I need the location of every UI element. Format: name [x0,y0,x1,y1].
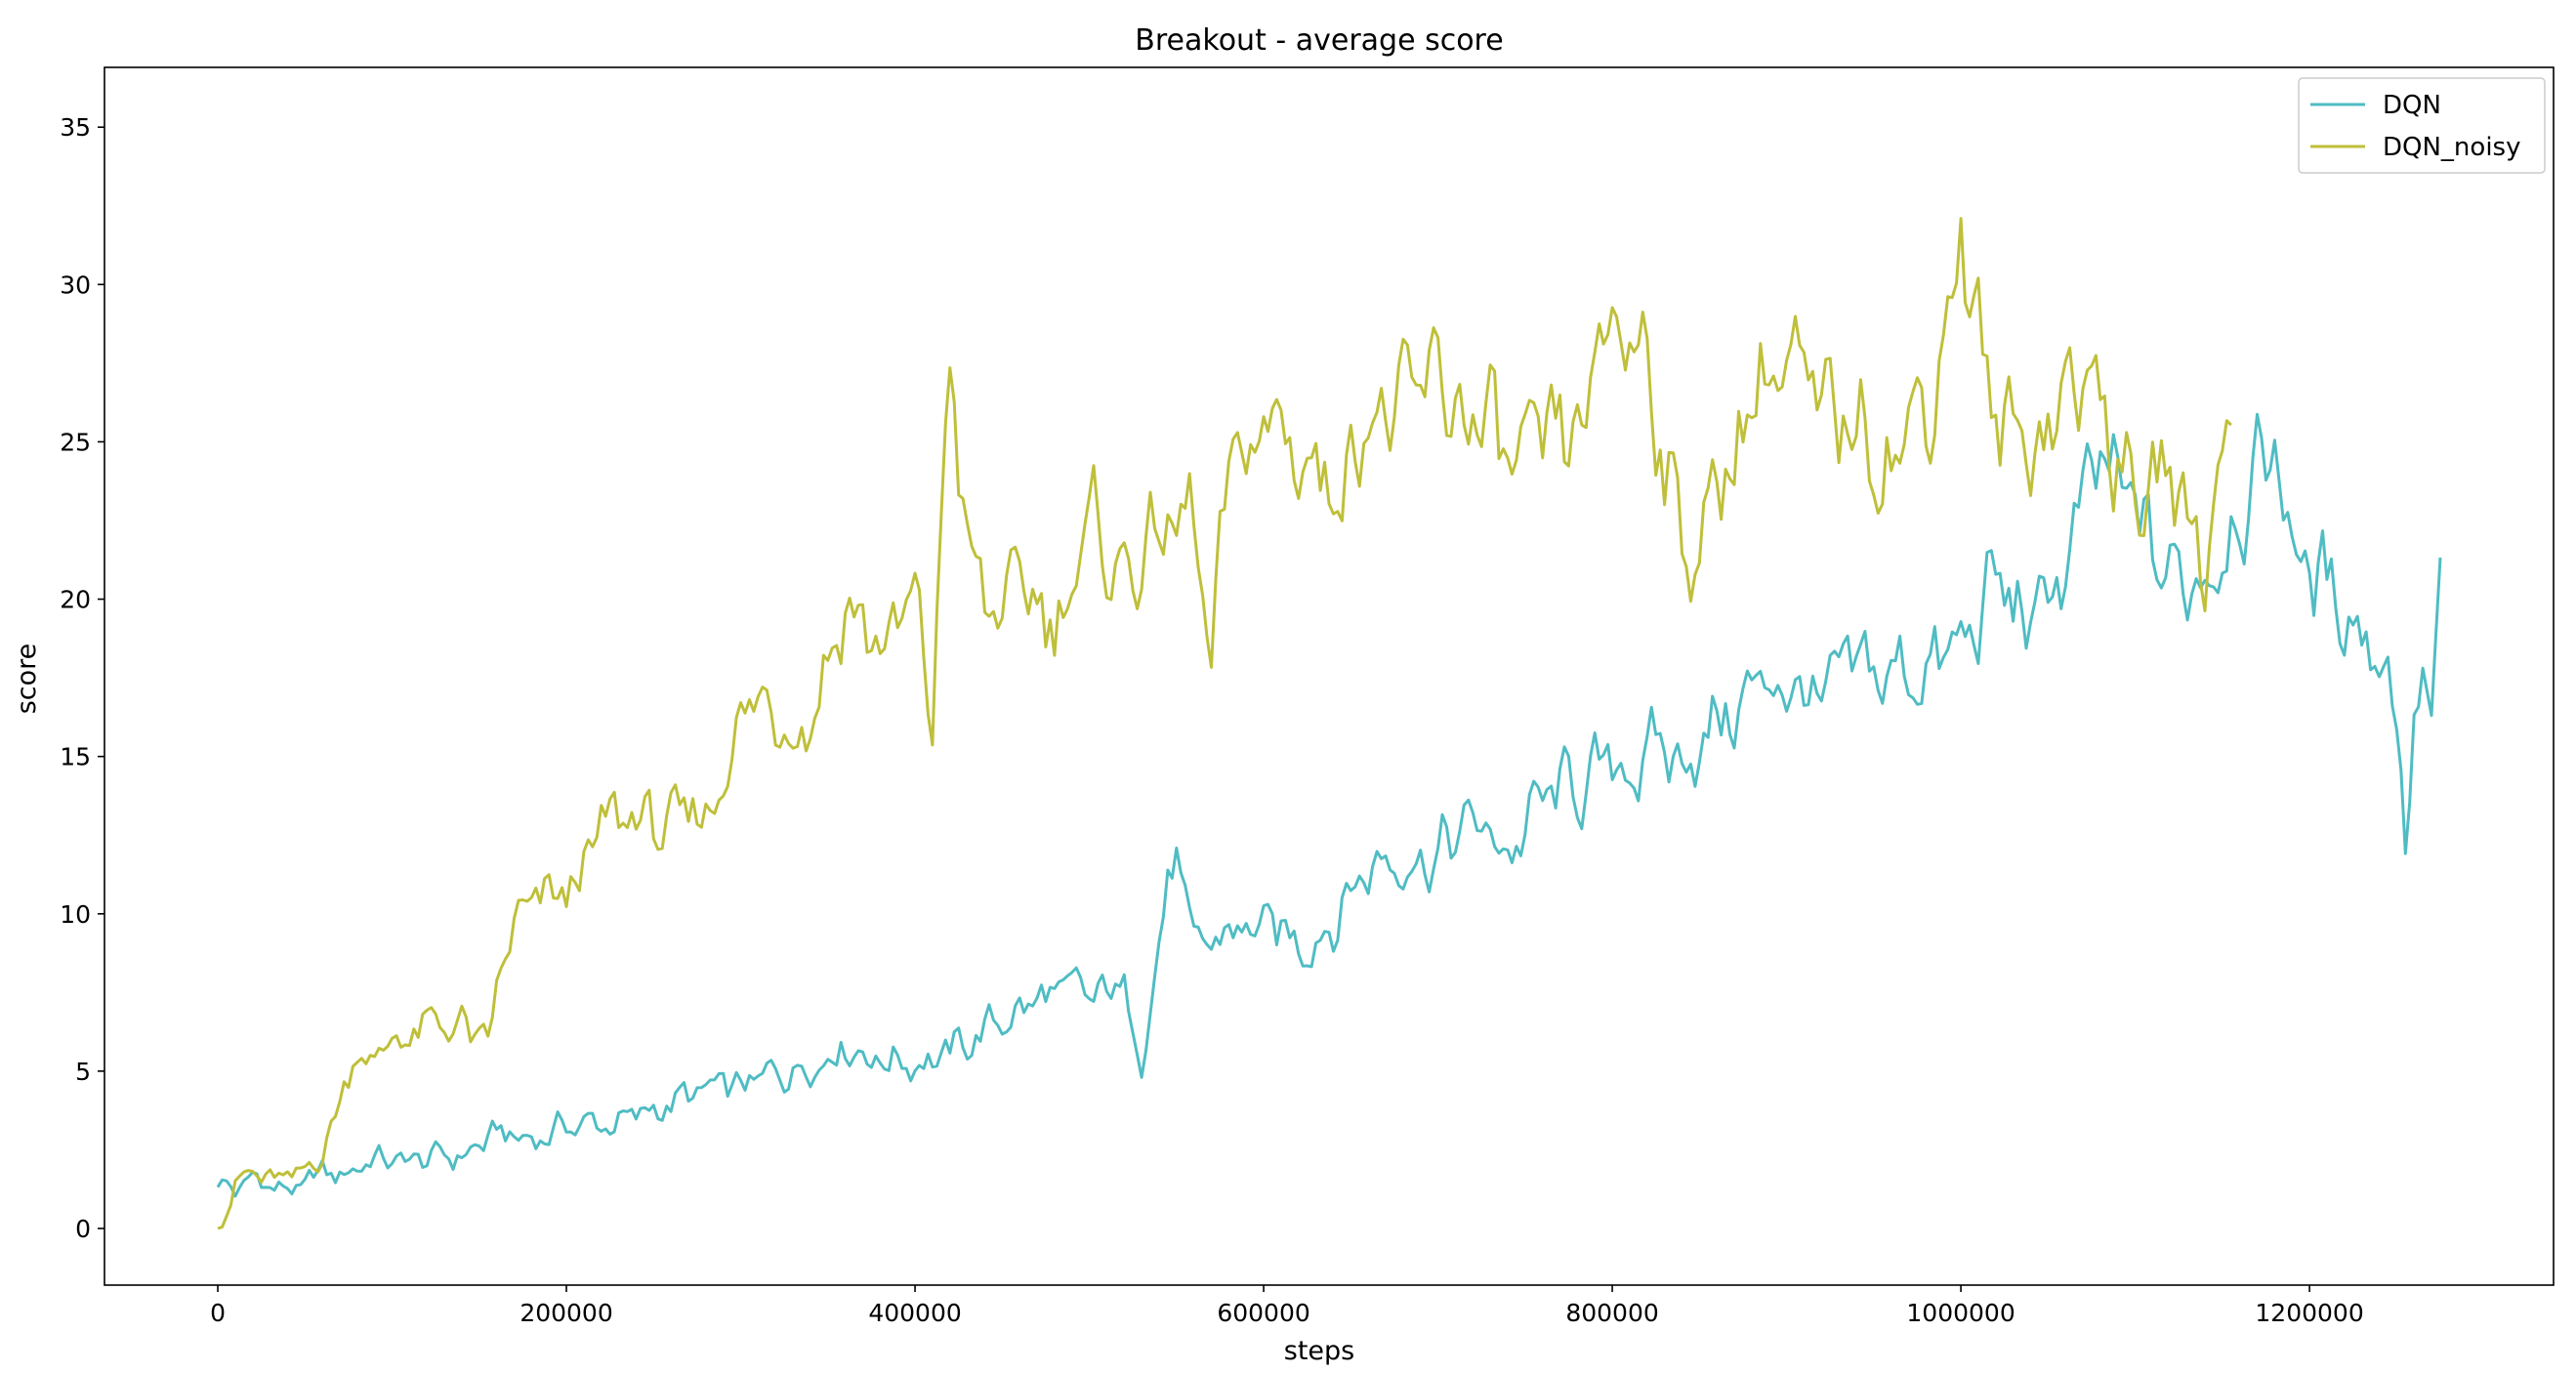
legend-label-dqn: DQN [2383,91,2441,120]
y-tick-label: 20 [60,586,91,614]
x-tick-label: 600000 [1217,1299,1309,1327]
series-line-dqn [216,412,2442,1198]
y-tick-label: 35 [60,113,91,142]
legend-box [2298,77,2546,174]
x-tick-label: 200000 [519,1299,612,1327]
legend: DQN DQN_noisy [2298,77,2546,174]
y-axis-label: score [12,644,42,715]
chart-title: Breakout - average score [1135,23,1503,58]
x-tick-label: 800000 [1565,1299,1658,1327]
x-axis-label: steps [1284,1336,1354,1366]
y-tick-label: 25 [60,428,91,456]
plot-area [104,66,2555,1286]
y-tick-label: 10 [60,900,91,929]
x-tick-label: 1200000 [2255,1299,2363,1327]
legend-label-dqn-noisy: DQN_noisy [2383,133,2520,162]
y-tick-label: 30 [60,270,91,299]
x-tick-label: 0 [210,1299,226,1327]
x-tick-label: 1000000 [1906,1299,2015,1327]
x-tick-label: 400000 [868,1299,961,1327]
y-tick-label: 5 [75,1058,91,1086]
y-tick-label: 0 [75,1215,91,1243]
axis-ticks: 0 200000 400000 600000 800000 1000000 1200000 0… [60,113,2364,1327]
y-tick-label: 15 [60,743,91,771]
series-line-dqn-noisy [217,217,2232,1230]
plot-frame [104,66,2555,1286]
